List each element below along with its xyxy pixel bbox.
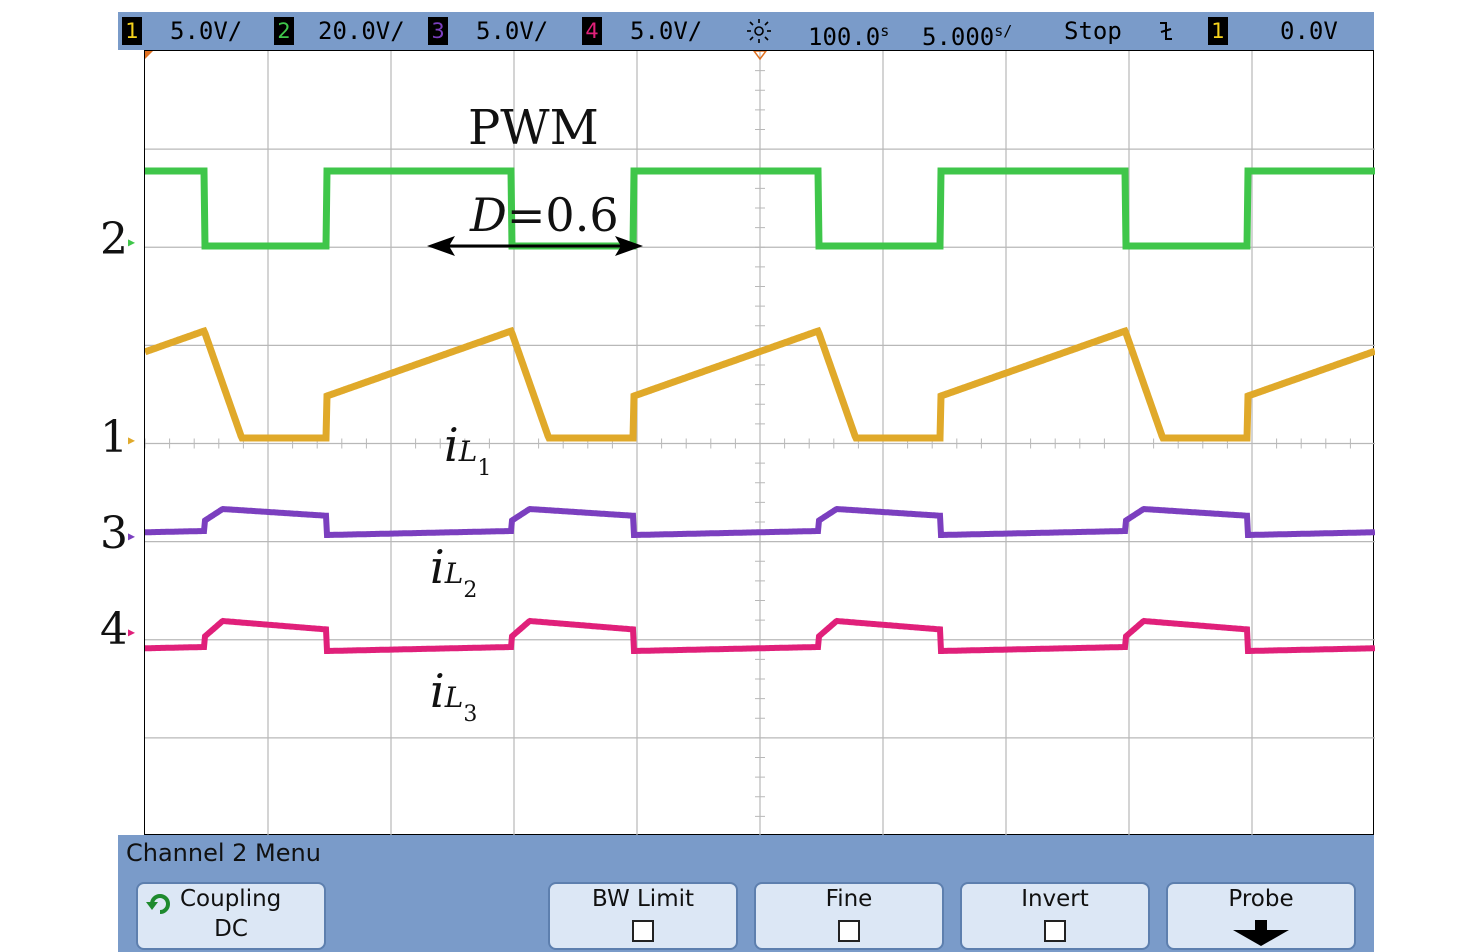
il3-label: iL3 (430, 664, 478, 727)
channel-3-marker-label: 3 (100, 508, 128, 559)
channel-3-indicator[interactable]: 3 (428, 17, 448, 45)
invert-checkbox[interactable] (1044, 920, 1066, 942)
duty-cycle-label: D=0.6 (470, 188, 619, 242)
fine-label: Fine (825, 886, 873, 912)
time-delay: 100.0s (808, 22, 890, 51)
bw-limit-checkbox[interactable] (632, 920, 654, 942)
waveform-graticule (145, 51, 1375, 836)
channel-4-ground-marker[interactable]: 4▸ (100, 604, 136, 655)
invert-label: Invert (1021, 886, 1089, 912)
status-bar: 1 5.0V/ 2 20.0V/ 3 5.0V/ 4 5.0V/ 100.0s … (118, 12, 1374, 51)
channel-4-indicator[interactable]: 4 (582, 17, 602, 45)
cycle-arrow-icon (144, 890, 176, 924)
fine-checkbox[interactable] (838, 920, 860, 942)
probe-label: Probe (1228, 886, 1294, 912)
channel-3-ground-marker[interactable]: 3▸ (100, 508, 136, 559)
il1-label: iL1 (444, 418, 492, 481)
probe-softkey[interactable]: Probe (1166, 882, 1356, 950)
channel-2-marker-label: 2 (100, 214, 128, 265)
ch3-current-trace (145, 505, 1375, 538)
sun-burst-icon (744, 12, 774, 50)
coupling-label: Coupling (180, 886, 282, 912)
channel-3-scale: 5.0V/ (476, 17, 549, 45)
time-reference-marker (753, 51, 767, 61)
arrow-down-icon (1231, 920, 1291, 952)
trigger-position-marker (145, 51, 153, 59)
bw-limit-label: BW Limit (591, 886, 695, 912)
menu-title: Channel 2 Menu (126, 839, 321, 867)
bw-limit-softkey[interactable]: BW Limit (548, 882, 738, 950)
channel-4-marker-label: 4 (100, 604, 128, 655)
time-per-div: 5.000s/ (922, 22, 1013, 51)
channel-2-scale: 20.0V/ (318, 17, 405, 45)
channel-2-indicator[interactable]: 2 (274, 17, 294, 45)
coupling-softkey[interactable]: Coupling DC (136, 882, 326, 950)
channel-4-scale: 5.0V/ (630, 17, 703, 45)
pwm-label: PWM (468, 100, 599, 156)
invert-softkey[interactable]: Invert (960, 882, 1150, 950)
fine-softkey[interactable]: Fine (754, 882, 944, 950)
coupling-value: DC (214, 916, 248, 942)
run-state[interactable]: Stop (1064, 17, 1122, 45)
waveform-display[interactable] (144, 50, 1375, 836)
falling-edge-icon (1156, 12, 1176, 50)
ch2-pwm-trace (145, 167, 1375, 250)
trigger-level: 0.0V (1280, 17, 1338, 45)
channel-1-scale: 5.0V/ (170, 17, 243, 45)
channel-2-ground-marker[interactable]: 2▸ (100, 214, 136, 265)
channel-menu-bar: Channel 2 Menu Coupling DC BW Limit Fine… (118, 835, 1374, 952)
channel-1-ground-marker[interactable]: 1▸ (100, 412, 136, 463)
channel-1-marker-label: 1 (100, 412, 128, 463)
trigger-source-indicator[interactable]: 1 (1208, 17, 1228, 45)
channel-1-indicator[interactable]: 1 (122, 17, 142, 45)
duty-span-arrow (427, 236, 643, 256)
ch4-current-trace (145, 617, 1375, 654)
ch1-current-trace (145, 326, 1375, 442)
il2-label: iL2 (430, 540, 478, 603)
